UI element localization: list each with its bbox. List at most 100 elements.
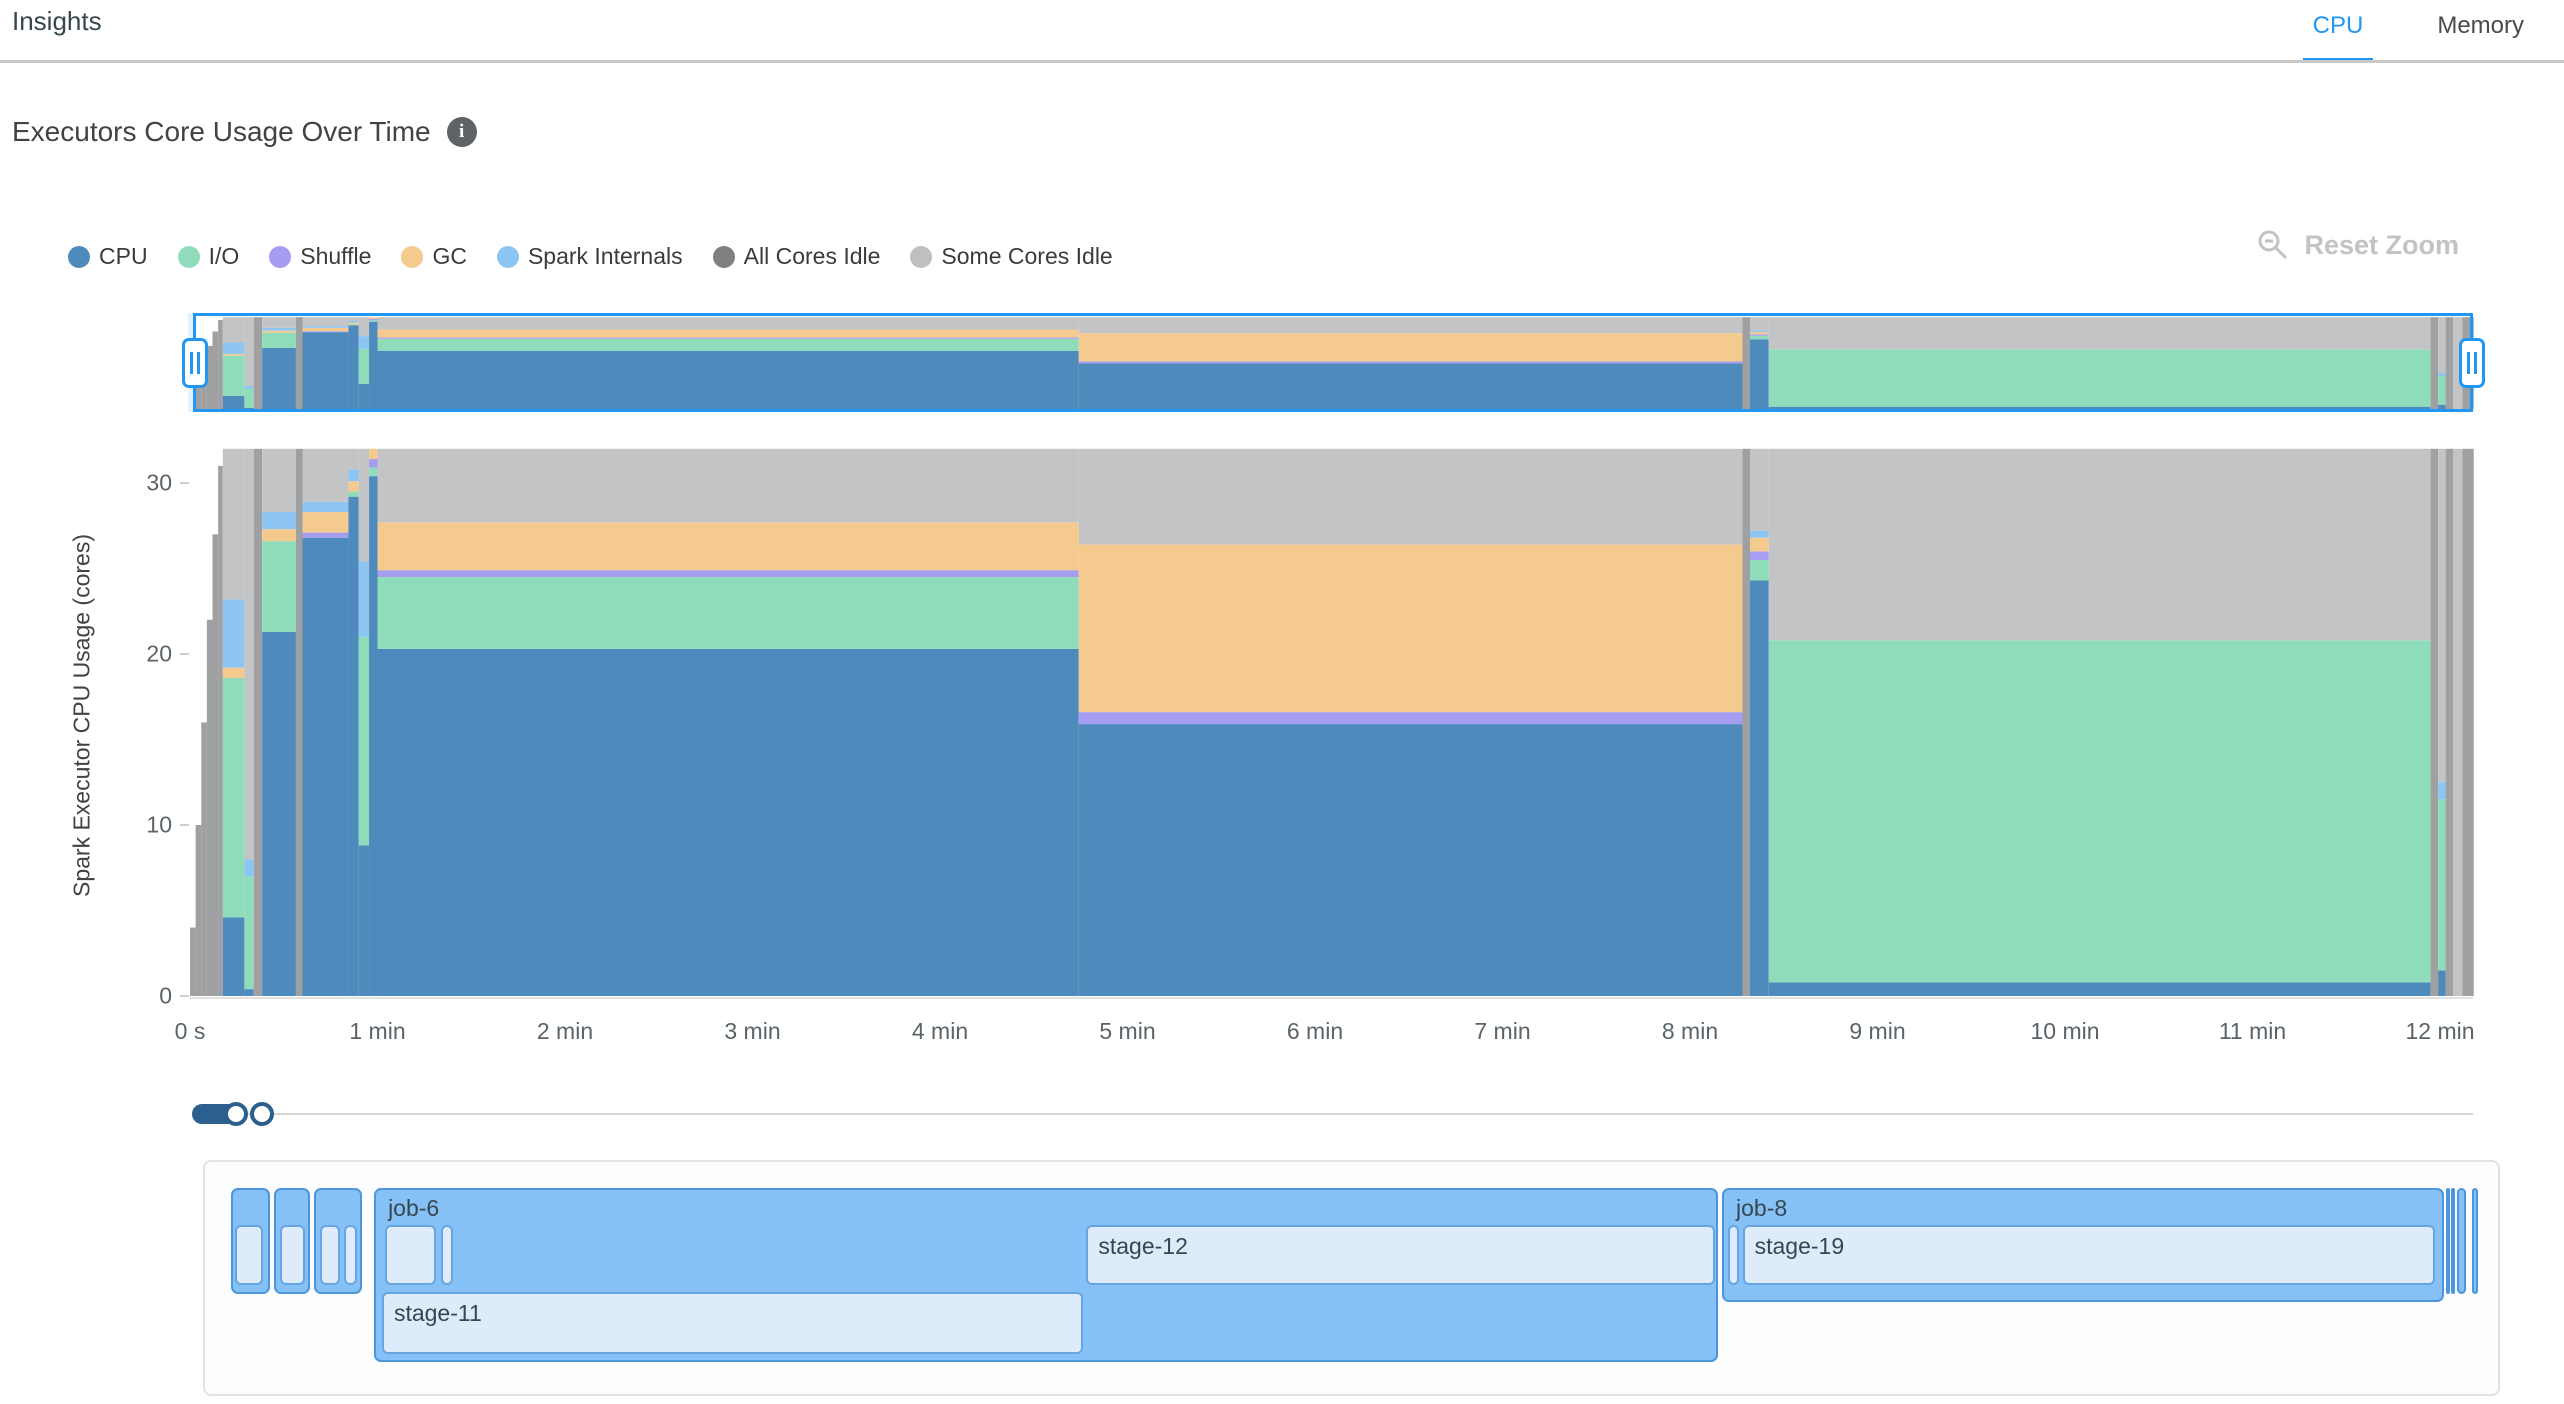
area-segment-some_cores_idle	[262, 317, 296, 328]
area-segment-gc	[302, 512, 349, 533]
area-segment-all_cores_idle	[253, 448, 263, 996]
cpu-legend-dot-icon	[68, 245, 90, 268]
area-segment-cpu	[348, 325, 359, 409]
area-segment-cpu	[358, 383, 370, 409]
area-segment-shuffle	[302, 532, 349, 538]
x-tick-label: 4 min	[911, 1018, 969, 1044]
tab-memory[interactable]: Memory	[2437, 12, 2524, 39]
zoom-slider-track[interactable]	[192, 1113, 2473, 1115]
legend-item-cpu[interactable]: CPU	[68, 243, 148, 270]
stage-box-stage-11[interactable]: stage-11	[381, 1292, 1083, 1354]
area-segment-io	[262, 541, 296, 632]
stage-box[interactable]	[235, 1225, 264, 1285]
area-segment-io	[358, 636, 370, 846]
area-segment-all_cores_idle	[212, 331, 219, 409]
area-segment-spark_internals	[2438, 782, 2446, 800]
area-segment-io	[2438, 375, 2446, 405]
area-segment-cpu	[222, 395, 245, 409]
area-segment-some_cores_idle	[2438, 317, 2446, 374]
stage-box[interactable]	[280, 1225, 305, 1285]
area-segment-gc	[262, 529, 296, 542]
zoom-slider-knob-right[interactable]	[250, 1102, 274, 1126]
jobs-stages-timeline: job-6 stage-12 stage-11 job-8 stage-19	[203, 1160, 2500, 1396]
stage-box[interactable]	[385, 1225, 436, 1285]
area-segment-cpu	[1750, 580, 1769, 996]
area-segment-cpu	[369, 476, 378, 996]
y-axis-title: Spark Executor CPU Usage (cores)	[68, 534, 95, 898]
x-axis-line	[190, 997, 2473, 999]
area-segment-io	[244, 388, 254, 408]
area-segment-io	[348, 324, 359, 326]
area-segment-some_cores_idle	[1768, 317, 2431, 350]
area-segment-some_cores_idle	[1078, 317, 1743, 334]
legend-label: GC	[432, 243, 467, 269]
job-bar[interactable]	[2457, 1188, 2467, 1294]
area-segment-some_cores_idle	[244, 317, 254, 387]
area-segment-io	[1768, 349, 2431, 407]
area-segment-cpu	[262, 631, 296, 996]
area-segment-gc	[369, 448, 378, 460]
legend-item-some_cores_idle[interactable]: Some Cores Idle	[910, 243, 1113, 270]
area-segment-shuffle	[1750, 334, 1769, 336]
area-segment-io	[377, 577, 1079, 649]
area-segment-spark_internals	[222, 342, 245, 354]
x-tick-label: 1 min	[349, 1018, 406, 1044]
area-segment-io	[1750, 335, 1769, 340]
area-segment-cpu	[1750, 339, 1769, 409]
area-segment-gc	[1750, 332, 1769, 335]
area-segment-all_cores_idle	[190, 927, 196, 996]
stage-box[interactable]	[1727, 1225, 1739, 1285]
y-tick-mark	[180, 653, 189, 655]
area-segment-some_cores_idle	[1078, 448, 1743, 545]
area-segment-spark_internals	[358, 561, 370, 637]
area-segment-all_cores_idle	[2445, 448, 2454, 996]
stage-label: stage-19	[1754, 1233, 1845, 1259]
area-segment-shuffle	[377, 337, 1079, 339]
area-segment-spark_internals	[1750, 330, 1769, 333]
stage-box[interactable]	[441, 1225, 453, 1285]
area-segment-some_cores_idle	[244, 448, 254, 860]
area-segment-gc	[262, 330, 296, 333]
stage-box[interactable]	[320, 1225, 340, 1285]
stage-box-stage-12[interactable]: stage-12	[1086, 1225, 1715, 1285]
area-segment-some_cores_idle	[2453, 317, 2463, 409]
info-icon[interactable]: i	[446, 117, 477, 147]
area-segment-io	[222, 677, 245, 918]
reset-zoom-button[interactable]: Reset Zoom	[2256, 228, 2459, 262]
chart-legend: CPU I/O Shuffle GC Spark Internals All Cores …	[68, 243, 1113, 270]
area-segment-spark_internals	[302, 501, 349, 513]
area-segment-shuffle	[369, 318, 378, 321]
area-segment-cpu	[358, 845, 370, 996]
area-segment-spark_internals	[222, 599, 245, 668]
stage-box[interactable]	[344, 1225, 357, 1285]
job-bar[interactable]	[2445, 1188, 2450, 1294]
reset-zoom-label: Reset Zoom	[2304, 229, 2459, 260]
legend-item-spark_internals[interactable]: Spark Internals	[496, 243, 683, 270]
area-segment-all_cores_idle	[218, 465, 223, 996]
area-segment-all_cores_idle	[212, 534, 219, 996]
area-segment-cpu	[377, 648, 1079, 996]
legend-label: Some Cores Idle	[941, 243, 1113, 269]
area-segment-all_cores_idle	[295, 448, 303, 996]
legend-item-io[interactable]: I/O	[177, 243, 239, 270]
legend-item-gc[interactable]: GC	[401, 243, 467, 270]
job-bar[interactable]	[2451, 1188, 2456, 1294]
zoom-slider-knob-left[interactable]	[224, 1102, 248, 1126]
job-bar[interactable]	[2472, 1188, 2478, 1294]
legend-item-shuffle[interactable]: Shuffle	[269, 243, 371, 270]
legend-label: All Cores Idle	[743, 243, 881, 269]
area-segment-gc	[348, 322, 359, 325]
area-segment-gc	[1078, 544, 1743, 713]
stage-box-stage-19[interactable]: stage-19	[1742, 1225, 2435, 1285]
section-title-text: Executors Core Usage Over Time	[12, 116, 431, 147]
area-segment-gc	[348, 481, 359, 492]
legend-item-all_cores_idle[interactable]: All Cores Idle	[712, 243, 881, 270]
area-segment-all_cores_idle	[295, 317, 303, 409]
area-segment-spark_internals	[348, 320, 359, 323]
brush-handle-right[interactable]	[2459, 338, 2485, 388]
area-segment-shuffle	[302, 331, 349, 333]
section-title: Executors Core Usage Over Time i	[12, 116, 477, 148]
area-segment-io	[262, 332, 296, 348]
x-tick-label: 8 min	[1661, 1018, 1719, 1044]
brush-handle-left[interactable]	[182, 338, 208, 388]
